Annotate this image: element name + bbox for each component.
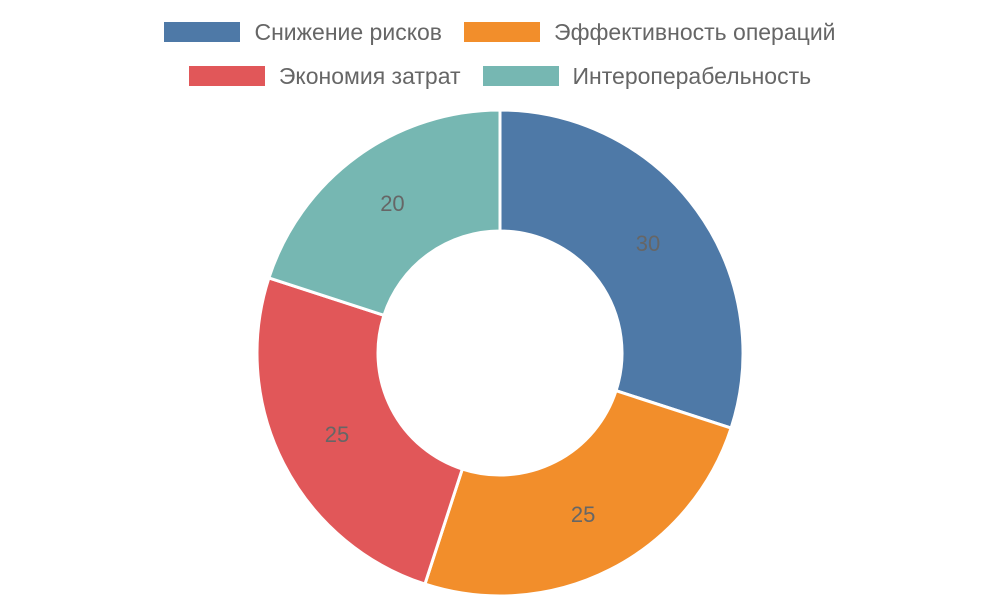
- slice-data-label: 25: [571, 502, 595, 527]
- legend-swatch: [482, 66, 559, 86]
- legend: Снижение рисков Эффективность операций Э…: [0, 0, 1000, 98]
- legend-item-risk-reduction[interactable]: Снижение рисков: [164, 19, 442, 46]
- slice-data-label: 25: [325, 422, 349, 447]
- slice-data-label: 20: [380, 191, 404, 216]
- legend-swatch: [188, 66, 265, 86]
- legend-label: Экономия затрат: [278, 62, 461, 89]
- slice-data-label: 30: [636, 231, 660, 256]
- legend-item-operational-efficiency[interactable]: Эффективность операций: [464, 18, 836, 46]
- legend-label: Эффективность операций: [554, 18, 836, 45]
- doughnut-slice[interactable]: [255, 276, 465, 586]
- doughnut-slice[interactable]: [498, 108, 745, 430]
- doughnut-slice[interactable]: [267, 108, 502, 318]
- legend-swatch: [464, 22, 541, 42]
- legend-label: Интероперабельность: [572, 62, 812, 89]
- legend-row: Экономия затрат Интероперабельность: [0, 54, 1000, 98]
- legend-swatch: [164, 22, 241, 42]
- legend-item-interoperability[interactable]: Интероперабельность: [482, 62, 812, 90]
- legend-item-cost-savings[interactable]: Экономия затрат: [188, 62, 461, 90]
- doughnut-slice[interactable]: [423, 388, 733, 598]
- legend-label: Снижение рисков: [254, 18, 443, 45]
- legend-row: Снижение рисков Эффективность операций: [0, 10, 1000, 54]
